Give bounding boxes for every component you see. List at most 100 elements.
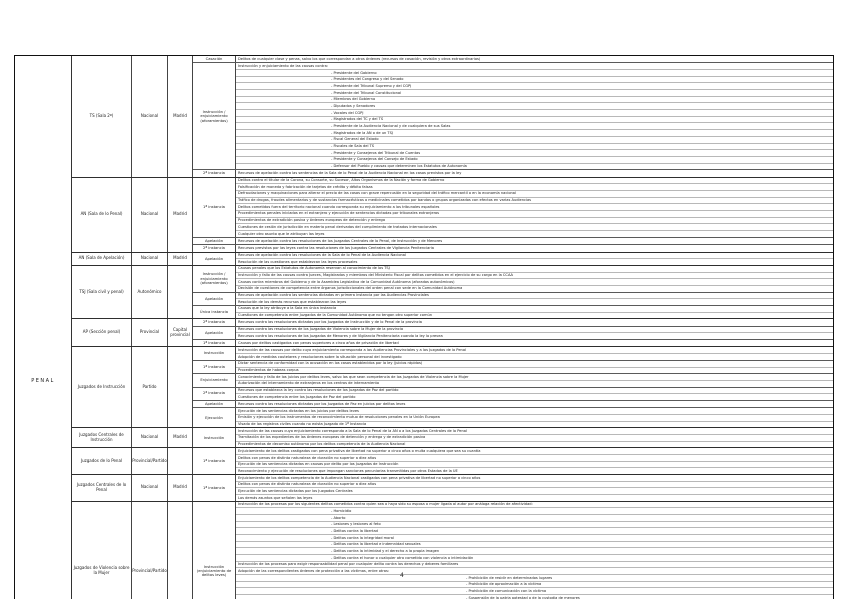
desc-line: Visado de los registros civiles cuando n… (236, 420, 833, 428)
desc-line: - Presidente y Consejeros del Consejo de… (236, 155, 833, 163)
desc-line: Delitos con penas de distinta naturaleza… (236, 454, 833, 461)
phase-cell: Apelación (193, 292, 236, 305)
desc-line: Tramitación de los expedientes de las ór… (236, 433, 833, 441)
desc-line: Causas que la ley atribuye a la Sala en … (238, 306, 337, 311)
scope-cell: Provincial/Partido (132, 448, 168, 475)
seat-cell (168, 501, 193, 599)
table-row: TS (Sala 2ª) Nacional Madrid Casación Delito… (72, 56, 833, 177)
phase-cell: Apelación (193, 400, 236, 408)
desc-line: Cualquier otro asunto que le atribuyan l… (236, 230, 833, 237)
desc-line: Procedimientos de habeas corpus (236, 366, 833, 374)
description-lines: Recursos que establezca la ley contra la… (236, 388, 833, 400)
seat-cell: Madrid (168, 428, 193, 448)
phase-column: Instrucción (enjuiciamiento de delitos l… (193, 501, 833, 599)
description-lines: Ejecución de las sentencias dictadas en … (236, 408, 833, 427)
desc-line: Recursos de apelación contra las resoluc… (238, 238, 443, 243)
desc-line: Recursos que establezca la ley contra la… (238, 388, 399, 393)
scope-cell: Nacional (132, 252, 168, 265)
phase-row: 1ª instancia Dictar sentencia de conformi… (193, 359, 833, 374)
desc-line: Causas por delitos castigados con penas … (238, 340, 399, 345)
seat-cell: Capital provincial (168, 319, 193, 347)
description-lines: Delitos de cualquier clase y penas, salv… (236, 56, 833, 62)
desc-line: - Presidentes del Congreso y del Senado (236, 75, 833, 83)
phase-cell: Instrucción (193, 347, 236, 360)
phase-cell: Instrucción (enjuiciamiento de delitos l… (193, 501, 236, 599)
seat-cell (168, 265, 193, 319)
desc-line: - Miembros del Gobierno (236, 95, 833, 103)
desc-line: - Homicidio (236, 507, 833, 514)
court-name-cell: Juzgados Centrales de lo Penal (72, 475, 132, 501)
court-name-cell: Juzgados Centrales de Instrucción (72, 428, 132, 448)
description-lines: Recursos contra las resoluciones dictada… (236, 401, 833, 407)
phase-cell: 2ª instancia (193, 387, 236, 400)
scope-cell: Provincial/Partido (132, 501, 168, 599)
phase-row: Instrucción / enjuiciamiento (aforamient… (193, 62, 833, 170)
desc-line: Decisión de cuestiones de competencia en… (236, 284, 833, 292)
desc-line: Recursos de apelación contra las sentenc… (238, 171, 462, 176)
desc-line: Adopción de medidas cautelares y resoluc… (236, 353, 833, 360)
desc-line: Ejecución de las sentencias dictadas por… (236, 487, 833, 494)
court-name-cell: Juzgados de Violencia sobre la Mujer (72, 501, 132, 599)
description-lines: Instrucción de las causas cuyo enjuiciam… (236, 428, 833, 447)
phase-column: 1ª instancia Delitos contra el titular de… (193, 177, 833, 252)
desc-line: Reconocimiento y ejecución de resolucion… (236, 467, 833, 474)
scope-cell: Autonómico (132, 265, 168, 319)
phase-cell: Ejecución (193, 408, 236, 428)
table-row: TSJ (Sala civil y penal) Autonómico Instru… (72, 264, 833, 319)
desc-line: - Delitos contra la libertad (236, 527, 833, 534)
phase-row: 1ª instancia Causas por delitos castigado… (193, 339, 833, 347)
phase-cell: 1ª instancia (193, 360, 236, 374)
desc-line: - Presidente de la Audiencia Nacional y … (236, 122, 833, 129)
table-row: Juzgados de Violencia sobre la Mujer Prov… (72, 500, 833, 599)
description-lines: Recursos previstos por las leyes contra … (236, 245, 833, 251)
phase-column: Casación Delitos de cualquier clase y pen… (193, 56, 833, 177)
description-lines: Causas penales que los Estatutos de Auto… (236, 266, 833, 292)
phase-row: 1ª instancia Enjuiciamiento de los delito… (193, 475, 833, 501)
description-lines: Instrucción de los procesos por los sigu… (236, 502, 833, 599)
phase-row: 1ª instancia Enjuiciamiento de los delito… (193, 448, 833, 475)
seat-cell (168, 448, 193, 475)
court-name-cell: TS (Sala 2ª) (72, 56, 132, 177)
description-lines: Enjuiciamiento de los delitos castigados… (236, 448, 833, 474)
phase-cell: Apelación (193, 252, 236, 265)
phase-row: 2ª instancia Recursos contra las resoluci… (193, 319, 833, 326)
phase-column: Instrucción / enjuiciamiento (aforamient… (193, 265, 833, 319)
desc-line: Resolución de las cuestiones que estable… (236, 258, 833, 265)
desc-line: Cuestiones de cesión de jurisdicción en … (236, 223, 833, 230)
phase-cell: 2ª instancia (193, 319, 236, 326)
description-lines: Recursos de apelación contra las sentenc… (236, 293, 833, 305)
jurisdiction-label-cell: PENAL (15, 56, 72, 599)
phase-row: Instrucción Instrucción de las causas cuy… (193, 428, 833, 448)
seat-cell: Madrid (168, 475, 193, 501)
phase-cell: 1ª instancia (193, 177, 236, 237)
phase-cell: Apelación (193, 237, 236, 245)
phase-row: Instrucción / enjuiciamiento (aforamient… (193, 265, 833, 292)
description-lines: Recursos de apelación contra las resoluc… (236, 238, 833, 244)
phase-row: Única instancia Causas que la ley atribuy… (193, 304, 833, 319)
phase-row: Enjuiciamiento Conocimiento y fallo de lo… (193, 373, 833, 387)
desc-line: Recursos contra las resoluciones de los … (236, 332, 833, 339)
phase-cell: Casación (193, 56, 236, 63)
desc-line: - Vocales del CGPJ (236, 109, 833, 116)
desc-line: Conocimiento y fallo de los juicios por … (238, 374, 469, 379)
phase-cell: 2ª instancia (193, 245, 236, 252)
desc-line: - Prohibición de comunicación con la víc… (236, 587, 833, 594)
phase-cell: 1ª instancia (193, 448, 236, 475)
desc-line: Adopción de las correspondientes órdenes… (236, 567, 833, 574)
desc-line: Cuestiones de competencia entre los Juzg… (236, 393, 833, 400)
phase-column: 1ª instancia Enjuiciamiento de los delito… (193, 448, 833, 475)
desc-line: Delitos de cualquier clase y penas, salv… (238, 56, 481, 61)
phase-cell: Apelación (193, 326, 236, 340)
description-lines: Recursos contra las resoluciones dictada… (236, 319, 833, 325)
scope-cell: Nacional (132, 56, 168, 177)
phase-cell: Única instancia (193, 305, 236, 319)
court-name-cell: AN (Sala de Apelación) (72, 252, 132, 265)
description-lines: Delitos contra el titular de la Corona, … (236, 178, 833, 237)
seat-cell: Madrid (168, 177, 193, 252)
court-name-cell: AP (Sección penal) (72, 319, 132, 347)
desc-line: Procedimientos de decomiso autónomo por … (236, 440, 833, 448)
desc-line: - Lesiones y lesiones al feto (236, 520, 833, 528)
desc-line: Recursos de apelación contra las sentenc… (238, 293, 429, 298)
desc-line: Emisión y ejecución de los instrumentos … (236, 413, 833, 421)
